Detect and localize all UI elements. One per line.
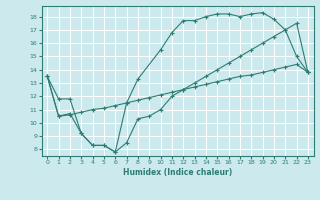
X-axis label: Humidex (Indice chaleur): Humidex (Indice chaleur) bbox=[123, 168, 232, 177]
